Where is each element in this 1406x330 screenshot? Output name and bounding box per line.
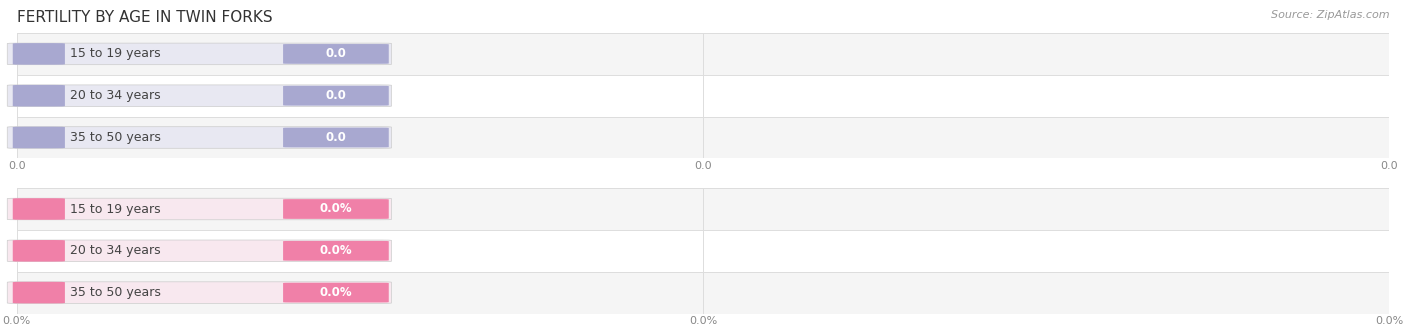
Bar (17, 230, 1389, 272)
FancyBboxPatch shape (13, 198, 65, 220)
FancyBboxPatch shape (13, 85, 65, 107)
FancyBboxPatch shape (13, 127, 65, 148)
Text: Source: ZipAtlas.com: Source: ZipAtlas.com (1271, 10, 1389, 20)
FancyBboxPatch shape (7, 240, 391, 262)
Text: 0.0%: 0.0% (319, 203, 353, 215)
Text: 0.0: 0.0 (325, 131, 346, 144)
FancyBboxPatch shape (283, 241, 388, 261)
Bar (17, 75, 1389, 116)
FancyBboxPatch shape (7, 198, 391, 220)
FancyBboxPatch shape (283, 86, 388, 106)
Text: 0.0%: 0.0% (319, 286, 353, 299)
Text: 0.0%: 0.0% (319, 244, 353, 257)
Text: 20 to 34 years: 20 to 34 years (70, 244, 162, 257)
Bar (17, 33, 1389, 75)
Text: 35 to 50 years: 35 to 50 years (70, 131, 162, 144)
FancyBboxPatch shape (13, 240, 65, 262)
Text: 35 to 50 years: 35 to 50 years (70, 286, 162, 299)
Text: 0.0: 0.0 (325, 89, 346, 102)
Bar (17, 116, 1389, 158)
FancyBboxPatch shape (283, 128, 388, 148)
Text: 15 to 19 years: 15 to 19 years (70, 203, 162, 215)
FancyBboxPatch shape (283, 199, 388, 219)
Text: FERTILITY BY AGE IN TWIN FORKS: FERTILITY BY AGE IN TWIN FORKS (17, 10, 273, 25)
Bar (17, 272, 1389, 314)
FancyBboxPatch shape (7, 127, 391, 148)
FancyBboxPatch shape (7, 282, 391, 303)
FancyBboxPatch shape (7, 43, 391, 65)
Text: 20 to 34 years: 20 to 34 years (70, 89, 162, 102)
Text: 0.0: 0.0 (325, 48, 346, 60)
Bar (17, 188, 1389, 230)
FancyBboxPatch shape (283, 44, 388, 64)
FancyBboxPatch shape (13, 282, 65, 303)
FancyBboxPatch shape (13, 43, 65, 65)
FancyBboxPatch shape (283, 283, 388, 303)
FancyBboxPatch shape (7, 85, 391, 107)
Text: 15 to 19 years: 15 to 19 years (70, 48, 162, 60)
